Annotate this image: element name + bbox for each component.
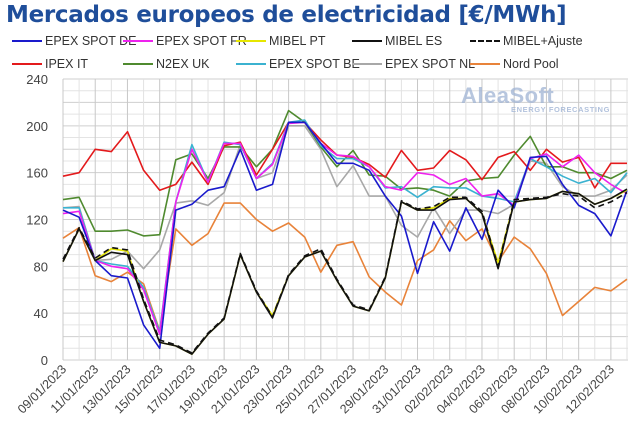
legend-item: EPEX SPOT BE [236,57,360,71]
legend-swatch [470,40,500,42]
logo-name: AleaSoft [461,83,555,108]
legend-label: EPEX SPOT DE [45,34,137,48]
series-line-epex-spot-de [62,121,628,350]
series-line-epex-spot-nl [62,125,628,270]
legend-item: IPEX IT [12,57,88,71]
legend-swatch [352,40,382,42]
y-tick-label: 0 [41,353,48,368]
series-line-mibel-ajuste [62,191,628,354]
legend-label: MIBEL PT [269,34,326,48]
legend-item: Nord Pool [470,57,559,71]
legend-label: MIBEL+Ajuste [503,34,583,48]
chart-legend: EPEX SPOT DE EPEX SPOT FR MIBEL PT MIBEL ES… [0,30,640,76]
legend-label: MIBEL ES [385,34,443,48]
legend-swatch [12,40,42,42]
legend-item: N2EX UK [123,57,210,71]
legend-label: IPEX IT [45,57,89,71]
legend-label: EPEX SPOT NL [385,57,476,71]
aleasoft-logo: AleaSoft ENERGY FORECASTING [461,83,610,114]
x-axis-ticks: 09/01/202311/01/202313/01/202315/01/2023… [15,362,617,416]
y-tick-label: 240 [26,72,48,87]
legend-item: EPEX SPOT NL [352,57,475,71]
legend-swatch [123,40,153,42]
y-tick-label: 120 [26,213,48,228]
legend-item: EPEX SPOT FR [123,34,247,48]
legend-swatch [470,63,500,65]
y-tick-label: 200 [26,119,48,134]
legend-swatch [236,63,266,65]
series-line-mibel-es [62,188,628,355]
y-axis-ticks: 0 40 80 120 160 200 240 [26,72,48,368]
legend-label: EPEX SPOT FR [156,34,247,48]
legend-swatch [12,63,42,65]
legend-swatch [123,63,153,65]
legend-label: N2EX UK [156,57,210,71]
series-lines [62,109,628,355]
chart-title: Mercados europeos de electricidad [€/MWh… [6,2,567,28]
legend-item: EPEX SPOT DE [12,34,136,48]
legend-label: EPEX SPOT BE [269,57,360,71]
y-tick-label: 40 [34,306,48,321]
legend-label: Nord Pool [503,57,559,71]
y-tick-label: 160 [26,166,48,181]
legend-item: MIBEL PT [236,34,326,48]
grid [62,78,628,361]
legend-item: MIBEL ES [352,34,442,48]
logo-tagline: ENERGY FORECASTING [511,105,611,114]
legend-item: MIBEL+Ajuste [470,34,583,48]
legend-swatch [352,63,382,65]
series-line-n2ex-uk [62,109,628,237]
legend-swatch [236,40,266,42]
y-tick-label: 80 [34,259,48,274]
